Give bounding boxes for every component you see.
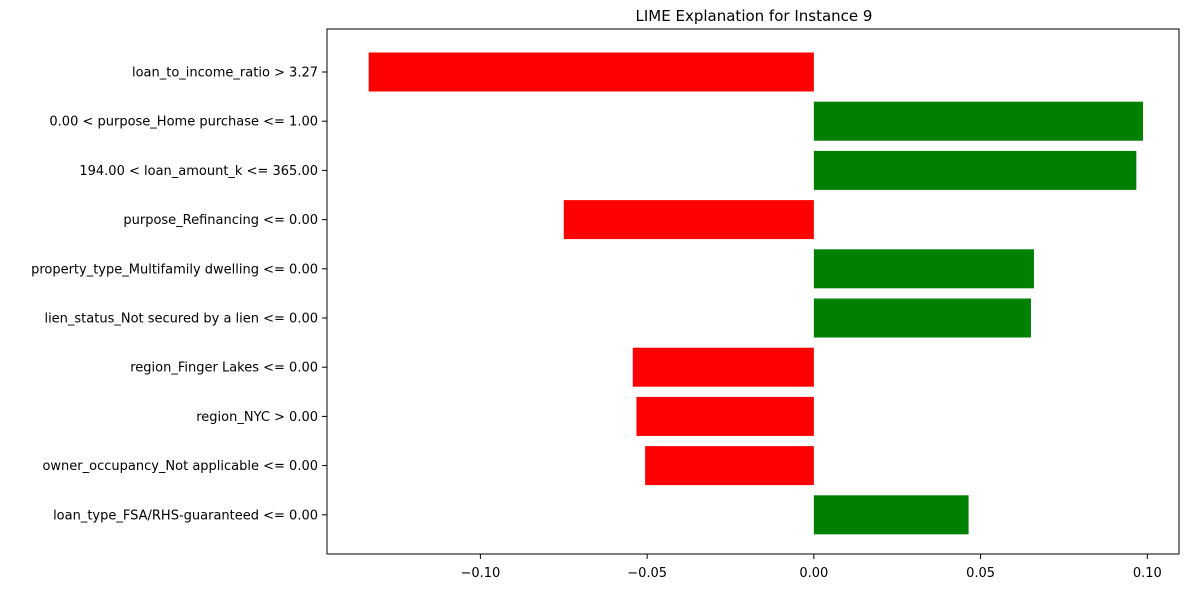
x-tick-label: −0.05 [627,566,667,581]
bars-group [368,52,1143,535]
bar [813,298,1031,338]
plot-frame [326,28,1180,555]
bar [563,200,814,240]
x-tick-label: 0.10 [1133,566,1162,581]
y-tick-label: purpose_Refinancing <= 0.00 [123,213,318,228]
bar [632,347,814,387]
bar [813,150,1137,190]
bar [813,101,1143,141]
y-axis: loan_to_income_ratio > 3.27 0.00 < purpos… [31,66,327,523]
bar [813,495,969,535]
y-tick-label: lien_status_Not secured by a lien <= 0.0… [44,312,318,327]
chart-title: LIME Explanation for Instance 9 [636,7,873,25]
y-tick-label: 194.00 < loan_amount_k <= 365.00 [79,164,318,179]
bar [368,52,814,92]
x-axis: −0.10 −0.05 0.00 0.05 0.10 [460,554,1162,581]
y-tick-label: loan_to_income_ratio > 3.27 [132,66,318,81]
x-tick-label: 0.00 [799,566,828,581]
y-tick-label: owner_occupancy_Not applicable <= 0.00 [42,459,318,474]
bar [636,396,814,436]
x-tick-label: 0.05 [966,566,995,581]
bar [813,249,1034,289]
x-tick-label: −0.10 [460,566,500,581]
y-tick-label: loan_type_FSA/RHS-guaranteed <= 0.00 [53,508,318,523]
y-tick-label: 0.00 < purpose_Home purchase <= 1.00 [49,115,318,130]
y-tick-label: region_Finger Lakes <= 0.00 [130,361,318,376]
y-tick-label: region_NYC > 0.00 [196,410,318,425]
y-tick-label: property_type_Multifamily dwelling <= 0.… [31,262,318,277]
bar [645,446,814,486]
